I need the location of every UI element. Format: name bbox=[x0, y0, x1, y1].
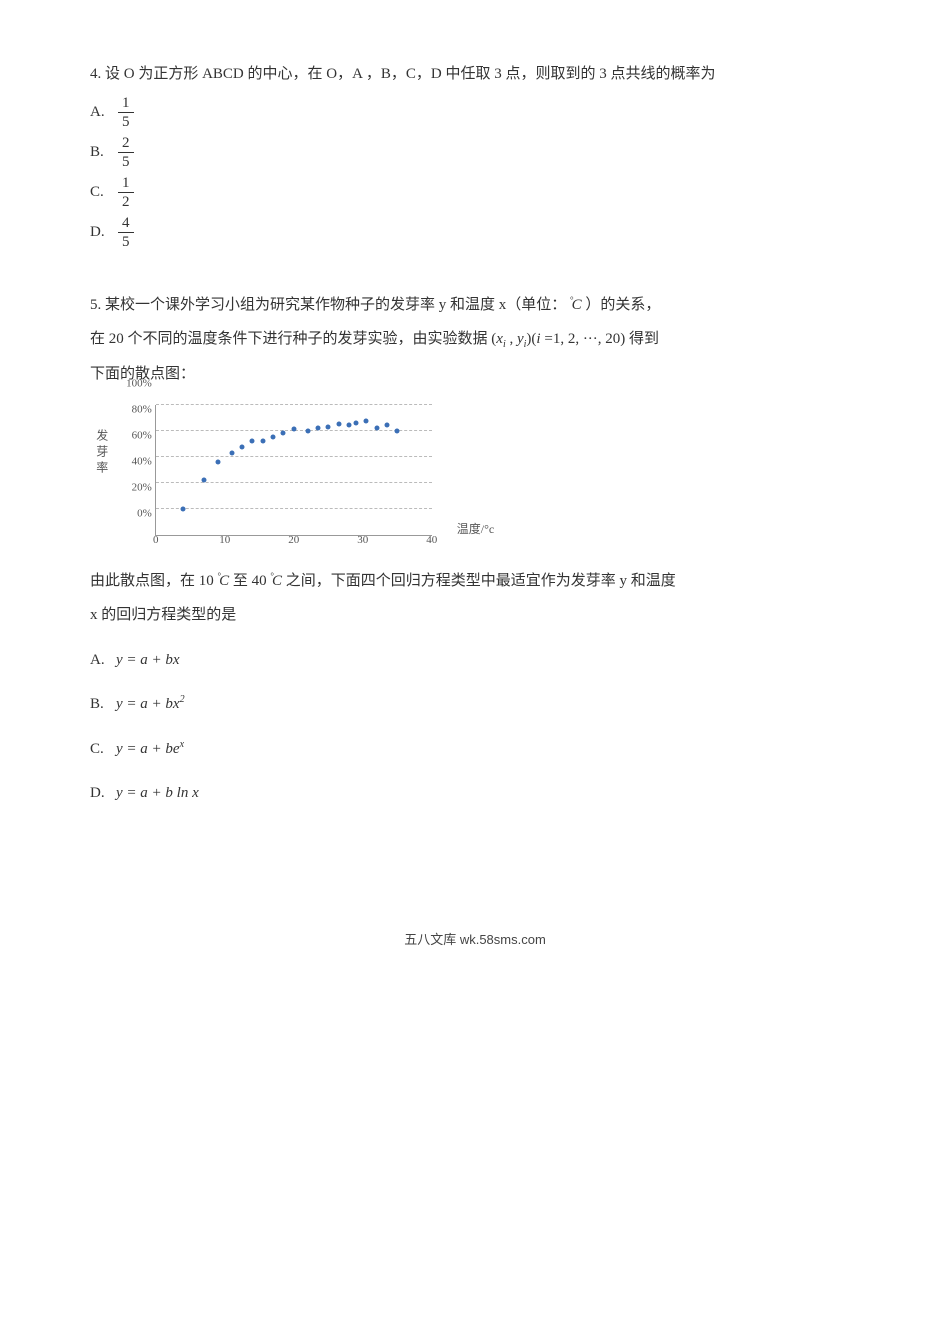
degree-c-icon: °C bbox=[570, 297, 582, 313]
chart-point bbox=[346, 423, 351, 428]
q4-choice: C.12 bbox=[90, 175, 860, 211]
fraction-num: 4 bbox=[118, 215, 134, 233]
choice-label: D. bbox=[90, 218, 116, 247]
chart-x-tick: 20 bbox=[288, 530, 299, 551]
chart-point bbox=[181, 506, 186, 511]
chart-point bbox=[384, 423, 389, 428]
q4-stem: 4. 设 O 为正方形 ABCD 的中心，在 O，A ，B，C，D 中任取 3 … bbox=[90, 60, 860, 89]
chart-point bbox=[374, 425, 379, 430]
chart-point bbox=[250, 438, 255, 443]
choice-label: B. bbox=[90, 690, 116, 719]
chart-y-label: 发芽率 bbox=[90, 429, 113, 477]
chart-y-tick: 80% bbox=[118, 399, 152, 420]
degree-c-icon: °C bbox=[218, 573, 230, 589]
q4-choice: A.15 bbox=[90, 95, 860, 131]
fraction-den: 5 bbox=[118, 232, 134, 251]
choice-label: A. bbox=[90, 98, 116, 127]
chart-x-tick: 10 bbox=[219, 530, 230, 551]
i-range: 1, 2, ···, 20) bbox=[553, 331, 625, 347]
q5-after-b: 之间，下面四个回归方程类型中最适宜作为发芽率 y 和温度 bbox=[286, 573, 676, 589]
q5-stem-a: 某校一个课外学习小组为研究某作物种子的发芽率 y 和温度 x（单位： bbox=[105, 297, 566, 313]
q5-stem-b1: 在 20 个不同的温度条件下进行种子的发芽实验，由实验数据 bbox=[90, 331, 488, 347]
fraction: 45 bbox=[118, 215, 134, 251]
chart-y-tick: 0% bbox=[118, 503, 152, 524]
chart-point bbox=[395, 428, 400, 433]
q4-choices: A.15B.25C.12D.45 bbox=[90, 95, 860, 251]
fraction-den: 5 bbox=[118, 112, 134, 131]
q4-stem-text: 设 O 为正方形 ABCD 的中心，在 O，A ，B，C，D 中任取 3 点，则… bbox=[105, 66, 715, 82]
chart-y-tick: 20% bbox=[118, 477, 152, 498]
chart-x-tick: 40 bbox=[426, 530, 437, 551]
chart-plot-area: 0%20%40%60%80%100%010203040 bbox=[155, 405, 432, 536]
chart-point bbox=[202, 477, 207, 482]
fraction-num: 2 bbox=[118, 135, 134, 153]
chart-point bbox=[336, 422, 341, 427]
chart-point bbox=[364, 419, 369, 424]
q4-choice: D.45 bbox=[90, 215, 860, 251]
equation: y = a + bx bbox=[116, 646, 180, 675]
chart-point bbox=[229, 450, 234, 455]
chart-point bbox=[240, 445, 245, 450]
chart-y-tick: 40% bbox=[118, 451, 152, 472]
q4-choice: B.25 bbox=[90, 135, 860, 171]
q5-choices: A.y = a + bxB.y = a + bx2C.y = a + bexD.… bbox=[90, 646, 860, 808]
choice-label: C. bbox=[90, 735, 116, 764]
q5-stem-line3: 下面的散点图： bbox=[90, 360, 860, 389]
q5-stem-b2: 得到 bbox=[629, 331, 659, 347]
q5-stem-line2: 在 20 个不同的温度条件下进行种子的发芽实验，由实验数据 (xi , yi)(… bbox=[90, 325, 860, 354]
fraction: 12 bbox=[118, 175, 134, 211]
q5-after-a: 由此散点图，在 10 bbox=[90, 573, 214, 589]
choice-label: C. bbox=[90, 178, 116, 207]
chart-gridline bbox=[156, 404, 432, 405]
question-5: 5. 某校一个课外学习小组为研究某作物种子的发芽率 y 和温度 x（单位： °C… bbox=[90, 291, 860, 808]
fraction-num: 1 bbox=[118, 175, 134, 193]
fraction-den: 5 bbox=[118, 152, 134, 171]
chart-gridline bbox=[156, 482, 432, 483]
chart-point bbox=[305, 428, 310, 433]
chart-point bbox=[215, 459, 220, 464]
chart-x-label: 温度/°c bbox=[457, 518, 494, 559]
xy-i-notation: (xi , yi)(i =1, 2, ···, 20) bbox=[491, 331, 629, 347]
chart-point bbox=[260, 438, 265, 443]
degree-c-icon: °C bbox=[270, 573, 282, 589]
chart-gridline bbox=[156, 456, 432, 457]
fraction: 15 bbox=[118, 95, 134, 131]
chart-point bbox=[281, 431, 286, 436]
fraction: 25 bbox=[118, 135, 134, 171]
chart-point bbox=[271, 435, 276, 440]
q5-choice: D.y = a + b ln x bbox=[90, 779, 860, 808]
equation: y = a + bx2 bbox=[116, 690, 185, 719]
q5-after-fig-line2: x 的回归方程类型的是 bbox=[90, 601, 860, 630]
q5-stem-a2: ）的关系， bbox=[585, 297, 660, 313]
q5-after-mid: 至 40 bbox=[233, 573, 267, 589]
q5-choice: A.y = a + bx bbox=[90, 646, 860, 675]
page-footer: 五八文库 wk.58sms.com bbox=[90, 928, 860, 953]
fraction-num: 1 bbox=[118, 95, 134, 113]
choice-label: B. bbox=[90, 138, 116, 167]
chart-y-tick: 100% bbox=[118, 373, 152, 394]
chart-box: 0%20%40%60%80%100%010203040 bbox=[117, 399, 447, 559]
q5-stem-line1: 5. 某校一个课外学习小组为研究某作物种子的发芽率 y 和温度 x（单位： °C… bbox=[90, 291, 860, 320]
q5-after-fig-line1: 由此散点图，在 10 °C 至 40 °C 之间，下面四个回归方程类型中最适宜作… bbox=[90, 567, 860, 596]
chart-point bbox=[315, 425, 320, 430]
q5-choice: B.y = a + bx2 bbox=[90, 690, 860, 719]
choice-label: D. bbox=[90, 779, 116, 808]
q4-number: 4. bbox=[90, 66, 101, 82]
equation: y = a + b ln x bbox=[116, 779, 199, 808]
chart-x-tick: 0 bbox=[153, 530, 159, 551]
question-4: 4. 设 O 为正方形 ABCD 的中心，在 O，A ，B，C，D 中任取 3 … bbox=[90, 60, 860, 251]
chart-gridline bbox=[156, 508, 432, 509]
chart-point bbox=[291, 427, 296, 432]
chart-point bbox=[353, 420, 358, 425]
q5-number: 5. bbox=[90, 297, 101, 313]
fraction-den: 2 bbox=[118, 192, 134, 211]
choice-label: A. bbox=[90, 646, 116, 675]
q5-choice: C.y = a + bex bbox=[90, 735, 860, 764]
equation: y = a + bex bbox=[116, 735, 184, 764]
chart-x-tick: 30 bbox=[357, 530, 368, 551]
chart-y-tick: 60% bbox=[118, 425, 152, 446]
scatter-chart: 发芽率 0%20%40%60%80%100%010203040 温度/°c bbox=[90, 399, 860, 559]
chart-point bbox=[326, 424, 331, 429]
